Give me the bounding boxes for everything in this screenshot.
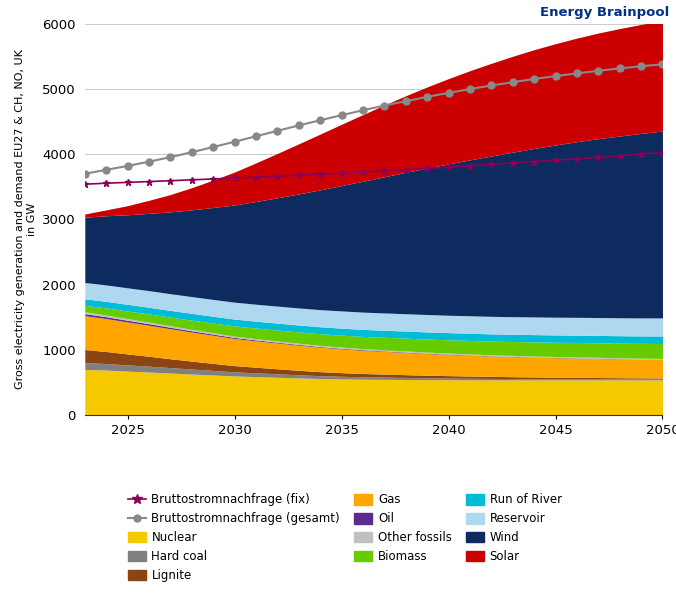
Text: Energy Brainpool: Energy Brainpool (540, 6, 669, 19)
Legend: Bruttostromnachfrage (fix), Bruttostromnachfrage (gesamt), Nuclear, Hard coal, L: Bruttostromnachfrage (fix), Bruttostromn… (122, 487, 568, 588)
Y-axis label: Gross electricity generation and demand EU27 & CH, NO, UK
in GW: Gross electricity generation and demand … (15, 49, 37, 390)
